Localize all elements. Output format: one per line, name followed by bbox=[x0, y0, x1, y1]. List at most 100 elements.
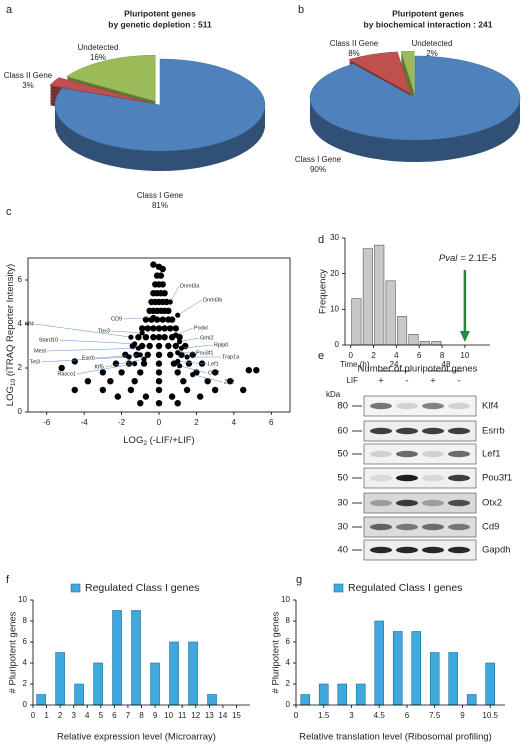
data-point bbox=[180, 378, 187, 385]
x-axis-title: Relative expression level (Microarray) bbox=[57, 732, 216, 743]
x-tick-label: 2 bbox=[58, 711, 63, 720]
y-tick-label: 0 bbox=[335, 340, 340, 349]
x-tick-label: 14 bbox=[218, 711, 227, 720]
axis-label-subscript: 10 bbox=[10, 379, 17, 387]
data-point bbox=[155, 400, 163, 407]
data-point bbox=[167, 351, 174, 358]
blot-band bbox=[422, 499, 444, 507]
x-tick-label: -4 bbox=[81, 418, 89, 427]
histogram-bar bbox=[385, 280, 396, 346]
data-point bbox=[155, 360, 163, 367]
panel-letter: f bbox=[6, 574, 10, 586]
gene-point bbox=[137, 352, 143, 358]
data-point bbox=[167, 325, 174, 332]
gene-point bbox=[176, 339, 183, 345]
bar bbox=[392, 631, 403, 706]
gene-point bbox=[126, 354, 132, 360]
axis-label-part: (-LIF/+LIF) bbox=[147, 435, 195, 446]
bar bbox=[207, 694, 217, 706]
x-tick-label: 3 bbox=[71, 711, 76, 720]
gene-label: Dnmt3a bbox=[180, 283, 200, 289]
leader-line bbox=[95, 354, 141, 359]
histogram-bar bbox=[408, 333, 419, 346]
axis-label-part: LOG bbox=[5, 386, 16, 406]
bar bbox=[74, 683, 84, 706]
pval-arrowhead bbox=[459, 331, 470, 342]
data-point bbox=[150, 261, 157, 268]
blot-band bbox=[396, 523, 418, 531]
data-point bbox=[155, 378, 163, 385]
gene-label: Tbx3 bbox=[98, 328, 110, 334]
leader-line bbox=[170, 285, 180, 303]
blot-band bbox=[448, 450, 470, 458]
data-point bbox=[168, 316, 176, 323]
kda-value: 40 bbox=[337, 545, 348, 556]
data-point bbox=[196, 393, 204, 400]
chart-subtitle: by biochemical interaction : 241 bbox=[364, 19, 493, 29]
slice-value-label: 90% bbox=[310, 165, 326, 174]
blot-band bbox=[422, 474, 444, 482]
gene-point bbox=[150, 314, 156, 320]
x-tick-label: 0 bbox=[157, 418, 162, 427]
axis-label-part: LOG bbox=[123, 435, 143, 446]
data-point bbox=[144, 351, 151, 358]
x-tick-label: 4 bbox=[394, 351, 399, 360]
slice-value-label: 81% bbox=[152, 201, 168, 210]
gene-point bbox=[132, 361, 138, 367]
blot-strip bbox=[363, 395, 477, 417]
leader-line bbox=[177, 361, 208, 365]
x-tick-label: -2 bbox=[118, 418, 126, 427]
gene-point bbox=[173, 332, 179, 338]
bar bbox=[337, 683, 348, 706]
slice-label: Class I Gene bbox=[137, 191, 184, 200]
protein-label: Esrrb bbox=[482, 426, 505, 437]
data-point bbox=[204, 378, 211, 385]
x-tick-label: 0 bbox=[294, 711, 299, 720]
gene-point bbox=[141, 356, 147, 362]
leader-line bbox=[110, 330, 143, 334]
gene-label: Zic2 bbox=[224, 379, 234, 385]
x-tick-label: 15 bbox=[232, 711, 241, 720]
data-point bbox=[133, 351, 140, 358]
slice-label: Class II Gene bbox=[4, 71, 53, 80]
x-tick-label: 0 bbox=[348, 351, 353, 360]
y-tick-label: 6 bbox=[286, 637, 291, 646]
data-point bbox=[142, 334, 150, 341]
protein-label: Otx2 bbox=[482, 498, 502, 509]
data-point bbox=[245, 367, 253, 374]
blot-band bbox=[396, 499, 418, 507]
y-tick-label: 8 bbox=[23, 616, 28, 625]
x-tick-label: 13 bbox=[205, 711, 214, 720]
y-axis-title: # Pluripotent genes bbox=[8, 611, 19, 693]
data-point bbox=[185, 360, 193, 367]
data-point bbox=[172, 325, 180, 332]
panel-letter: g bbox=[296, 574, 302, 586]
pie-slice bbox=[400, 50, 415, 94]
bar bbox=[93, 662, 103, 706]
pval-annotation: Pval = 2.1E-5 bbox=[439, 253, 497, 264]
data-point bbox=[142, 316, 150, 323]
chart-subtitle: by genetic depletion : 511 bbox=[108, 19, 212, 29]
x-tick-label: 6 bbox=[405, 711, 410, 720]
y-axis-title: Frequency bbox=[318, 269, 329, 314]
blot-band bbox=[370, 402, 392, 410]
leader-line bbox=[179, 337, 200, 342]
bar bbox=[300, 694, 311, 706]
leader-line bbox=[76, 363, 135, 375]
slice-label: Class II Gene bbox=[330, 39, 379, 48]
x-axis-title: Relative translation level (Ribosomal pr… bbox=[299, 732, 492, 743]
lif-label: LIF bbox=[346, 376, 358, 385]
x-tick-label: 1.5 bbox=[318, 711, 330, 720]
gene-label: Pou3f1 bbox=[196, 350, 213, 356]
bar bbox=[131, 610, 141, 706]
data-point bbox=[165, 307, 172, 314]
gene-point bbox=[176, 363, 183, 369]
data-point bbox=[107, 378, 114, 385]
legend-swatch bbox=[70, 583, 81, 593]
x-axis-title: Number of pluripotent genes bbox=[358, 364, 478, 375]
y-tick-label: 2 bbox=[286, 679, 291, 688]
bar bbox=[318, 683, 329, 706]
bar bbox=[485, 662, 496, 706]
gene-label: Trap1a bbox=[222, 354, 240, 360]
x-tick-label: -6 bbox=[43, 418, 51, 427]
